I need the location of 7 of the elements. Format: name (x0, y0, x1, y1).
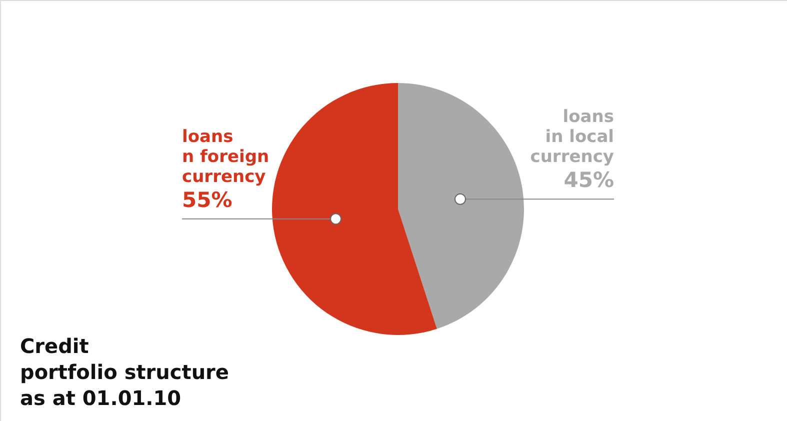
data-label: 45% (564, 168, 614, 192)
pie-slice (272, 83, 437, 335)
slice-label: loans in local currency (530, 107, 614, 168)
pie-slice (398, 83, 524, 329)
data-label: 55% (182, 188, 232, 212)
slice-label: loans n foreign currency (182, 126, 270, 187)
text: Credit portfolio structure as at 01.01.10 (20, 334, 229, 410)
